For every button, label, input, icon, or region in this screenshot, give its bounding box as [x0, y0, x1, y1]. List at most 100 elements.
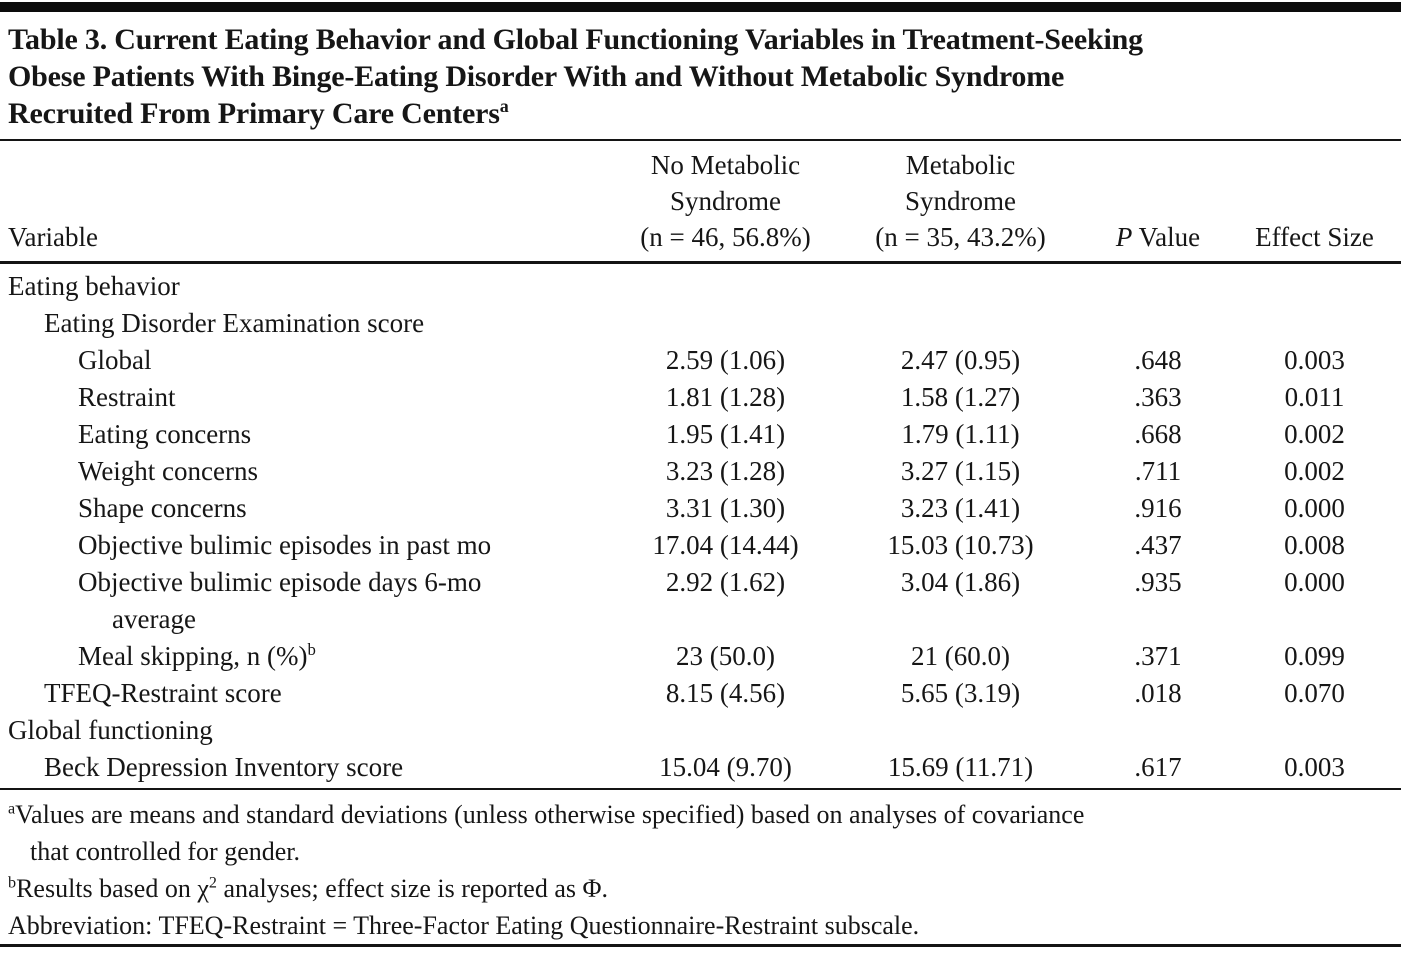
row-label-text: Meal skipping, n (%)b: [78, 640, 316, 671]
cell-value: 0.000: [1284, 567, 1345, 597]
table-body: Eating behavior Eating Disorder Examinati…: [0, 264, 1401, 790]
bottom-rule-bar: [0, 944, 1401, 947]
footnote-line: Abbreviation: TFEQ-Restraint = Three-Fac…: [8, 907, 1393, 944]
row-label: Eating Disorder Examination score: [8, 305, 608, 342]
top-rule-bar: [0, 2, 1401, 12]
cell-value: 0.002: [1284, 456, 1345, 486]
row-label: Global: [8, 342, 608, 379]
table-row: Eating behavior: [0, 268, 1401, 305]
row-label: Meal skipping, n (%)b: [8, 638, 608, 675]
table-row: Beck Depression Inventory score 15.04 (9.…: [0, 749, 1401, 786]
cell-value: 15.03 (10.73): [887, 530, 1034, 560]
cell-value: 2.47 (0.95): [900, 345, 1021, 375]
cell-value: .363: [1134, 382, 1182, 412]
column-header-line: Metabolic: [905, 150, 1016, 180]
table-title-footnote-marker: a: [499, 96, 509, 116]
cell-value: .668: [1134, 419, 1182, 449]
table-title-text-3: Recruited From Primary Care Centers: [8, 97, 500, 130]
cell-value: 1.79 (1.11): [901, 419, 1020, 449]
row-label: Global functioning: [8, 712, 608, 749]
cell-value: .018: [1134, 678, 1182, 708]
cell-value: .437: [1134, 530, 1182, 560]
cell-value: 3.31 (1.30): [665, 493, 786, 523]
table-title-line-3: Recruited From Primary Care Centersa: [8, 95, 1395, 132]
footnote-text: analyses; effect size is reported as Φ.: [216, 874, 608, 903]
table-row: Objective bulimic episodes in past mo 17.…: [0, 527, 1401, 564]
cell-value: 0.099: [1284, 641, 1345, 671]
table-title: Table 3. Current Eating Behavior and Glo…: [0, 12, 1401, 141]
cell-value: 5.65 (3.19): [900, 678, 1021, 708]
table-row: Eating concerns 1.95 (1.41) 1.79 (1.11) .66…: [0, 416, 1401, 453]
column-header-line: (n = 46, 56.8%): [640, 222, 811, 252]
footnote-text: Results based on χ: [16, 874, 209, 903]
table-row: Global 2.59 (1.06) 2.47 (0.95) .648 0.003: [0, 342, 1401, 379]
row-label-text: Restraint: [78, 382, 176, 412]
row-label-text: Eating behavior: [8, 271, 180, 301]
cell-value: .617: [1134, 752, 1182, 782]
row-footnote-marker: b: [307, 640, 316, 659]
row-label: Objective bulimic episode days 6-mo avera…: [8, 564, 608, 638]
row-label-text: Eating Disorder Examination score: [44, 308, 425, 338]
row-label: Restraint: [8, 379, 608, 416]
cell-value: 2.59 (1.06): [665, 345, 786, 375]
table-row: Eating Disorder Examination score: [0, 305, 1401, 342]
cell-value: 3.23 (1.41): [900, 493, 1021, 523]
row-label: Eating concerns: [8, 416, 608, 453]
cell-value: 3.23 (1.28): [665, 456, 786, 486]
column-header-p-value: P Value: [1078, 219, 1238, 255]
column-header-line: Syndrome: [905, 186, 1016, 216]
row-label-text: Objective bulimic episode days 6-mo: [78, 567, 482, 597]
footnote-superscript: 2: [208, 874, 217, 892]
table-row: Global functioning: [0, 712, 1401, 749]
row-label: Shape concerns: [8, 490, 608, 527]
row-label: TFEQ-Restraint score: [8, 675, 608, 712]
footnote-line: that controlled for gender.: [8, 833, 1393, 870]
row-label-text: Eating concerns: [78, 419, 252, 449]
cell-value: 0.000: [1284, 493, 1345, 523]
column-header-no-metabolic-syndrome: No Metabolic Syndrome (n = 46, 56.8%): [608, 147, 843, 255]
footnote-text: Values are means and standard deviations…: [15, 800, 1085, 829]
footnote-text: Abbreviation: TFEQ-Restraint = Three-Fac…: [8, 911, 920, 940]
cell-value: 15.04 (9.70): [659, 752, 792, 782]
row-label: Beck Depression Inventory score: [8, 749, 608, 786]
cell-value: 0.002: [1284, 419, 1345, 449]
cell-value: 17.04 (14.44): [652, 530, 799, 560]
cell-value: 0.011: [1284, 382, 1345, 412]
table-row: Weight concerns 3.23 (1.28) 3.27 (1.15) .71…: [0, 453, 1401, 490]
cell-value: .935: [1134, 567, 1182, 597]
row-label-text: Weight concerns: [78, 456, 259, 486]
column-header-line: (n = 35, 43.2%): [875, 222, 1046, 252]
row-label: Objective bulimic episodes in past mo: [8, 527, 608, 564]
row-label-text: Global functioning: [8, 715, 213, 745]
table-title-text-1: Table 3. Current Eating Behavior and Glo…: [8, 23, 1143, 56]
row-label-text: Global: [78, 345, 152, 375]
cell-value: 0.070: [1284, 678, 1345, 708]
cell-value: 15.69 (11.71): [887, 752, 1034, 782]
footnote-line: aValues are means and standard deviation…: [8, 796, 1393, 833]
cell-value: 23 (50.0): [676, 641, 775, 671]
row-label-continuation: average: [112, 604, 196, 634]
footnote-line: bResults based on χ2 analyses; effect si…: [8, 870, 1393, 907]
cell-value: 2.92 (1.62): [665, 567, 786, 597]
cell-value: .916: [1134, 493, 1182, 523]
row-label-text: TFEQ-Restraint score: [44, 678, 282, 708]
row-label: Eating behavior: [8, 268, 608, 305]
row-label: Weight concerns: [8, 453, 608, 490]
row-label-text: Objective bulimic episodes in past mo: [78, 530, 492, 560]
cell-value: 1.95 (1.41): [665, 419, 786, 449]
cell-value: 3.27 (1.15): [900, 456, 1021, 486]
cell-value: .648: [1134, 345, 1182, 375]
footnote-marker: a: [8, 800, 16, 818]
table-title-line-1: Table 3. Current Eating Behavior and Glo…: [8, 21, 1395, 58]
table-title-text-2: Obese Patients With Binge-Eating Disorde…: [8, 60, 1065, 93]
table-title-line-2: Obese Patients With Binge-Eating Disorde…: [8, 58, 1395, 95]
column-header-line: Syndrome: [670, 186, 781, 216]
table-row: Shape concerns 3.31 (1.30) 3.23 (1.41) .916…: [0, 490, 1401, 527]
column-header-line: No Metabolic: [650, 150, 801, 180]
cell-value: 3.04 (1.86): [900, 567, 1021, 597]
cell-value: .711: [1134, 456, 1182, 486]
footnote-marker: b: [8, 874, 17, 892]
cell-value: 0.003: [1284, 752, 1345, 782]
column-header-variable: Variable: [8, 222, 98, 252]
